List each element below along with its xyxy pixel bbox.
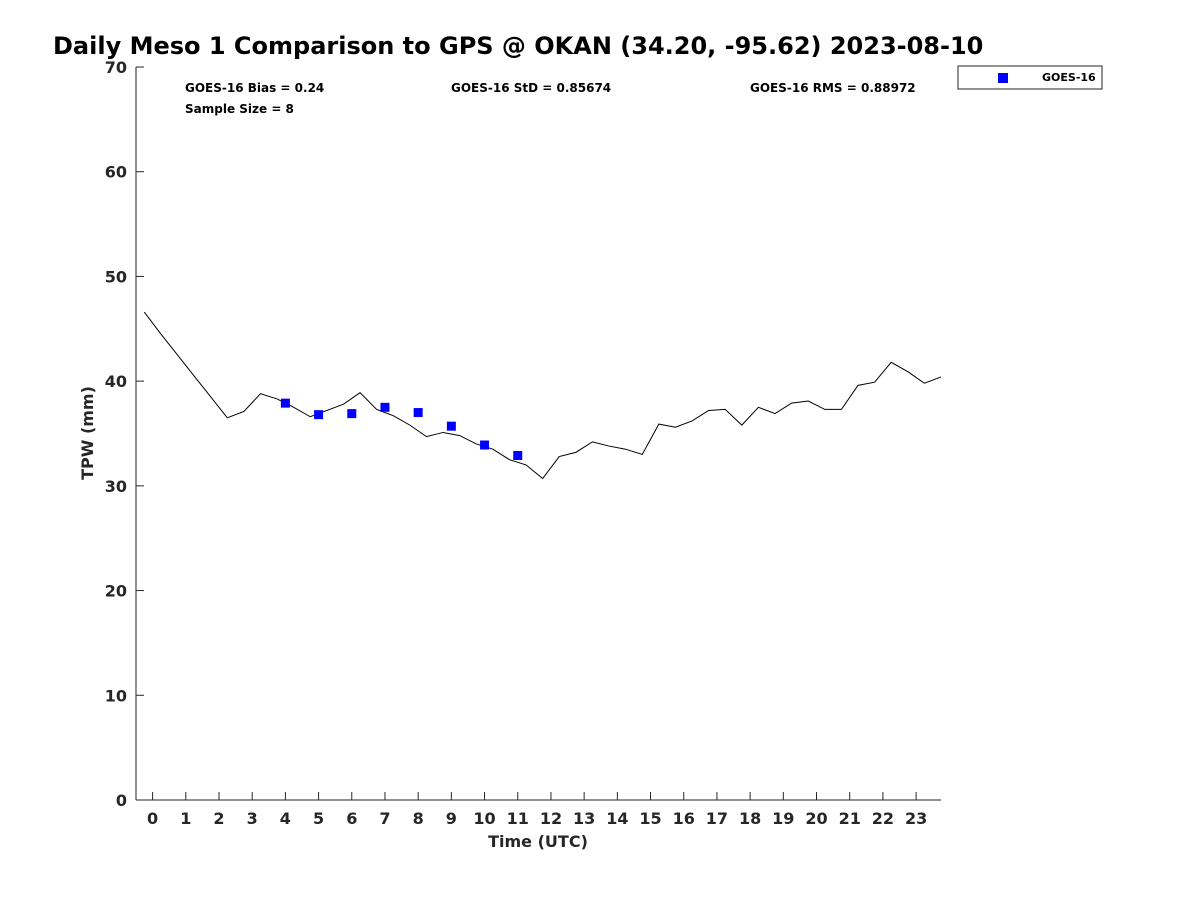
y-tick-label: 10 — [105, 686, 127, 705]
std-annotation: GOES-16 StD = 0.85674 — [451, 81, 611, 95]
x-tick-label: 17 — [706, 809, 728, 828]
x-tick-label: 15 — [639, 809, 661, 828]
x-tick-label: 21 — [839, 809, 861, 828]
goes16-point — [314, 410, 324, 420]
x-tick-label: 14 — [606, 809, 628, 828]
axes — [135, 67, 941, 801]
x-tick-label: 6 — [346, 809, 357, 828]
y-tick-label: 50 — [105, 267, 127, 286]
x-tick-label: 7 — [379, 809, 390, 828]
x-tick-label: 12 — [540, 809, 562, 828]
x-tick-label: 20 — [805, 809, 827, 828]
legend-box — [957, 65, 1103, 90]
legend-marker — [998, 73, 1008, 83]
x-tick-label: 10 — [473, 809, 495, 828]
goes16-point — [413, 408, 423, 418]
y-tick-label: 40 — [105, 372, 127, 391]
x-tick-label: 4 — [280, 809, 291, 828]
x-axis-label: Time (UTC) — [488, 832, 588, 851]
x-tick-label: 19 — [772, 809, 794, 828]
x-tick-label: 0 — [147, 809, 158, 828]
x-tick-label: 2 — [213, 809, 224, 828]
x-ticks: 0 1 2 3 4 5 6 7 8 9 10 11 12 13 14 15 16 17 18 19 20 21 22 23 — [147, 792, 927, 828]
gps-line-series — [143, 311, 942, 480]
goes16-point — [480, 440, 490, 450]
y-tick-label: 20 — [105, 582, 127, 601]
x-tick-label: 16 — [673, 809, 695, 828]
goes16-point — [380, 402, 390, 412]
goes16-point — [347, 409, 357, 419]
y-tick-label: 70 — [105, 58, 127, 77]
x-tick-label: 1 — [180, 809, 191, 828]
y-tick-label: 0 — [116, 791, 127, 810]
bias-annotation: GOES-16 Bias = 0.24 — [185, 81, 324, 95]
chart-title: Daily Meso 1 Comparison to GPS @ OKAN (3… — [53, 32, 983, 60]
x-tick-label: 8 — [413, 809, 424, 828]
sample-size-annotation: Sample Size = 8 — [185, 102, 294, 116]
rms-annotation: GOES-16 RMS = 0.88972 — [750, 81, 916, 95]
x-tick-label: 23 — [905, 809, 927, 828]
y-tick-label: 30 — [105, 477, 127, 496]
x-tick-label: 9 — [446, 809, 457, 828]
x-tick-label: 13 — [573, 809, 595, 828]
gps-tpw-line — [143, 311, 942, 480]
x-tick-label: 11 — [507, 809, 529, 828]
legend-label: GOES-16 — [1042, 71, 1096, 84]
goes16-scatter-series — [280, 398, 523, 460]
legend: GOES-16 — [957, 65, 1103, 90]
y-ticks: 0 10 20 30 40 50 60 70 — [105, 58, 144, 810]
y-axis-label: TPW (mm) — [78, 386, 97, 480]
y-tick-label: 60 — [105, 163, 127, 182]
x-tick-label: 5 — [313, 809, 324, 828]
goes16-point — [446, 421, 456, 431]
x-tick-label: 22 — [872, 809, 894, 828]
x-tick-label: 18 — [739, 809, 761, 828]
goes16-point — [513, 450, 523, 460]
x-tick-label: 3 — [247, 809, 258, 828]
goes16-point — [280, 398, 290, 408]
